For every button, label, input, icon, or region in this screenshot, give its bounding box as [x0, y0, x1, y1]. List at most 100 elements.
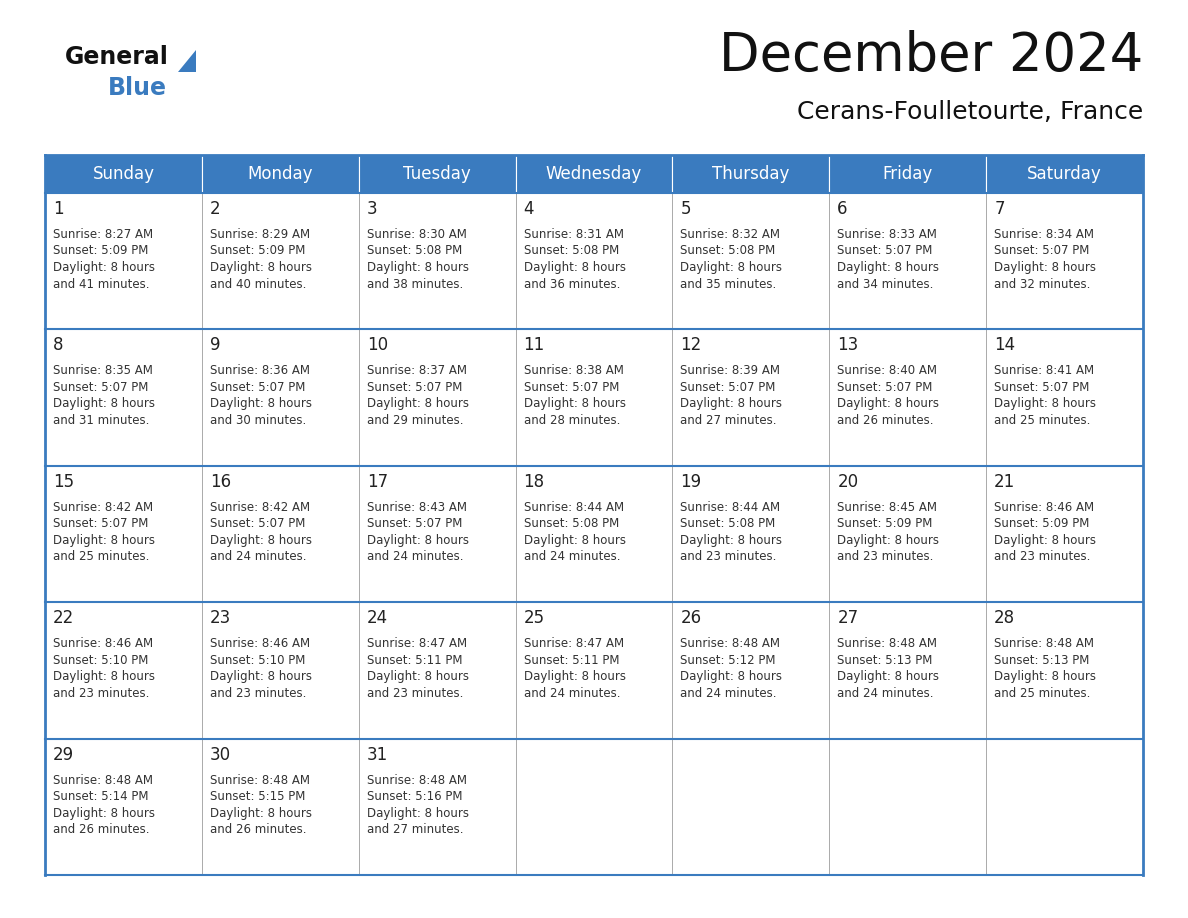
Text: Sunrise: 8:46 AM: Sunrise: 8:46 AM — [210, 637, 310, 650]
Text: 31: 31 — [367, 745, 388, 764]
Bar — [359, 465, 516, 602]
Text: Tuesday: Tuesday — [403, 165, 470, 183]
Bar — [829, 330, 986, 465]
Text: Daylight: 8 hours: Daylight: 8 hours — [994, 261, 1097, 274]
Text: Friday: Friday — [883, 165, 933, 183]
Text: Sunset: 5:09 PM: Sunset: 5:09 PM — [838, 518, 933, 531]
Text: Daylight: 8 hours: Daylight: 8 hours — [367, 397, 469, 410]
Text: Daylight: 8 hours: Daylight: 8 hours — [53, 397, 154, 410]
Text: Sunset: 5:09 PM: Sunset: 5:09 PM — [210, 244, 305, 258]
Text: Sunset: 5:10 PM: Sunset: 5:10 PM — [210, 654, 305, 666]
Bar — [672, 465, 829, 602]
Bar — [516, 193, 672, 330]
Text: 20: 20 — [838, 473, 859, 491]
Bar — [359, 739, 516, 875]
Bar — [45, 330, 202, 465]
Text: Sunrise: 8:48 AM: Sunrise: 8:48 AM — [210, 774, 310, 787]
Text: 25: 25 — [524, 610, 544, 627]
Text: Sunrise: 8:41 AM: Sunrise: 8:41 AM — [994, 364, 1094, 377]
Text: Sunrise: 8:35 AM: Sunrise: 8:35 AM — [53, 364, 153, 377]
Bar — [672, 602, 829, 739]
Text: Daylight: 8 hours: Daylight: 8 hours — [681, 670, 783, 683]
Text: Sunrise: 8:37 AM: Sunrise: 8:37 AM — [367, 364, 467, 377]
Text: Sunrise: 8:48 AM: Sunrise: 8:48 AM — [681, 637, 781, 650]
Text: Daylight: 8 hours: Daylight: 8 hours — [681, 397, 783, 410]
Bar — [359, 330, 516, 465]
Text: 21: 21 — [994, 473, 1016, 491]
Bar — [829, 602, 986, 739]
Text: 3: 3 — [367, 200, 378, 218]
Text: Daylight: 8 hours: Daylight: 8 hours — [53, 533, 154, 547]
Text: and 23 minutes.: and 23 minutes. — [681, 550, 777, 564]
Text: Daylight: 8 hours: Daylight: 8 hours — [524, 533, 626, 547]
Text: Daylight: 8 hours: Daylight: 8 hours — [367, 533, 469, 547]
Text: Daylight: 8 hours: Daylight: 8 hours — [681, 533, 783, 547]
Text: Sunset: 5:11 PM: Sunset: 5:11 PM — [524, 654, 619, 666]
Text: 2: 2 — [210, 200, 221, 218]
Text: and 24 minutes.: and 24 minutes. — [210, 550, 307, 564]
Text: Sunset: 5:11 PM: Sunset: 5:11 PM — [367, 654, 462, 666]
Text: and 29 minutes.: and 29 minutes. — [367, 414, 463, 427]
Text: 18: 18 — [524, 473, 544, 491]
Text: Sunset: 5:07 PM: Sunset: 5:07 PM — [53, 518, 148, 531]
Text: Daylight: 8 hours: Daylight: 8 hours — [838, 261, 940, 274]
Text: and 25 minutes.: and 25 minutes. — [53, 550, 150, 564]
Bar — [986, 602, 1143, 739]
Text: 19: 19 — [681, 473, 702, 491]
Text: Wednesday: Wednesday — [545, 165, 643, 183]
Bar — [672, 193, 829, 330]
Text: Sunrise: 8:29 AM: Sunrise: 8:29 AM — [210, 228, 310, 241]
Text: and 38 minutes.: and 38 minutes. — [367, 277, 463, 290]
Text: Sunset: 5:07 PM: Sunset: 5:07 PM — [524, 381, 619, 394]
Text: Daylight: 8 hours: Daylight: 8 hours — [210, 397, 312, 410]
Text: Sunset: 5:08 PM: Sunset: 5:08 PM — [681, 518, 776, 531]
Text: and 32 minutes.: and 32 minutes. — [994, 277, 1091, 290]
Text: Thursday: Thursday — [712, 165, 790, 183]
Text: and 30 minutes.: and 30 minutes. — [210, 414, 307, 427]
Text: Sunset: 5:07 PM: Sunset: 5:07 PM — [210, 518, 305, 531]
Bar — [986, 330, 1143, 465]
Bar — [359, 602, 516, 739]
Text: Sunrise: 8:42 AM: Sunrise: 8:42 AM — [53, 501, 153, 514]
Text: Daylight: 8 hours: Daylight: 8 hours — [367, 261, 469, 274]
Bar — [986, 155, 1143, 193]
Bar — [45, 602, 202, 739]
Text: 5: 5 — [681, 200, 691, 218]
Bar — [829, 739, 986, 875]
Text: and 34 minutes.: and 34 minutes. — [838, 277, 934, 290]
Text: Sunrise: 8:42 AM: Sunrise: 8:42 AM — [210, 501, 310, 514]
Text: and 27 minutes.: and 27 minutes. — [367, 823, 463, 836]
Text: Sunrise: 8:47 AM: Sunrise: 8:47 AM — [367, 637, 467, 650]
Text: Sunset: 5:07 PM: Sunset: 5:07 PM — [838, 244, 933, 258]
Text: Sunset: 5:07 PM: Sunset: 5:07 PM — [994, 244, 1089, 258]
Text: Sunset: 5:13 PM: Sunset: 5:13 PM — [838, 654, 933, 666]
Text: and 26 minutes.: and 26 minutes. — [838, 414, 934, 427]
Bar — [359, 193, 516, 330]
Text: Daylight: 8 hours: Daylight: 8 hours — [210, 533, 312, 547]
Text: 14: 14 — [994, 336, 1016, 354]
Text: Sunset: 5:07 PM: Sunset: 5:07 PM — [367, 518, 462, 531]
Text: Daylight: 8 hours: Daylight: 8 hours — [53, 261, 154, 274]
Text: Sunrise: 8:44 AM: Sunrise: 8:44 AM — [681, 501, 781, 514]
Text: Sunrise: 8:46 AM: Sunrise: 8:46 AM — [994, 501, 1094, 514]
Text: Sunset: 5:09 PM: Sunset: 5:09 PM — [994, 518, 1089, 531]
Text: Daylight: 8 hours: Daylight: 8 hours — [838, 670, 940, 683]
Text: 16: 16 — [210, 473, 230, 491]
Text: Sunset: 5:08 PM: Sunset: 5:08 PM — [524, 518, 619, 531]
Text: 24: 24 — [367, 610, 387, 627]
Text: Sunrise: 8:39 AM: Sunrise: 8:39 AM — [681, 364, 781, 377]
Bar — [45, 193, 202, 330]
Text: Daylight: 8 hours: Daylight: 8 hours — [53, 670, 154, 683]
Text: Sunset: 5:14 PM: Sunset: 5:14 PM — [53, 790, 148, 803]
Text: Sunset: 5:07 PM: Sunset: 5:07 PM — [367, 381, 462, 394]
Text: Sunset: 5:09 PM: Sunset: 5:09 PM — [53, 244, 148, 258]
Text: 30: 30 — [210, 745, 230, 764]
Text: Sunrise: 8:48 AM: Sunrise: 8:48 AM — [838, 637, 937, 650]
Bar — [516, 465, 672, 602]
Text: and 41 minutes.: and 41 minutes. — [53, 277, 150, 290]
Text: Daylight: 8 hours: Daylight: 8 hours — [367, 807, 469, 820]
Text: Blue: Blue — [108, 76, 168, 100]
Text: 12: 12 — [681, 336, 702, 354]
Text: 23: 23 — [210, 610, 232, 627]
Bar — [986, 193, 1143, 330]
